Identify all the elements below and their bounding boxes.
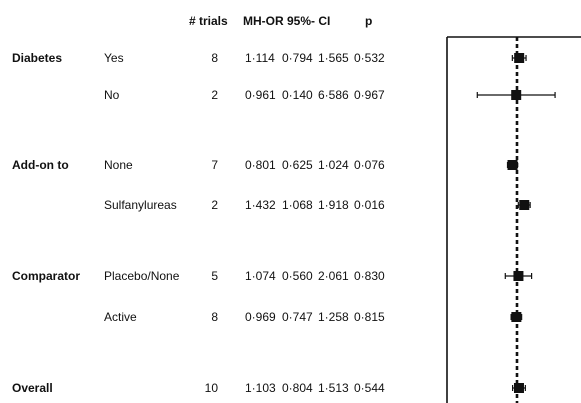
row-group-label: Diabetes bbox=[12, 51, 63, 65]
row-group-label: Overall bbox=[12, 381, 53, 395]
row-p: 0·967 bbox=[354, 88, 385, 102]
row-trials: 2 bbox=[211, 88, 218, 102]
row-ci-low: 0·747 bbox=[282, 310, 313, 324]
row-or: 1·103 bbox=[245, 381, 276, 395]
header-p: p bbox=[365, 14, 373, 28]
row-trials: 2 bbox=[211, 198, 218, 212]
row-p: 0·016 bbox=[354, 198, 385, 212]
row-trials: 8 bbox=[211, 51, 218, 65]
row-ci-high: 1·918 bbox=[318, 198, 349, 212]
header-mhor: MH-OR bbox=[243, 14, 284, 28]
row-trials: 8 bbox=[211, 310, 218, 324]
point-marker bbox=[519, 200, 530, 210]
row-trials: 7 bbox=[211, 158, 218, 172]
row-subgroup-label: Yes bbox=[104, 51, 124, 65]
row-or: 1·432 bbox=[245, 198, 276, 212]
row-group-label: Comparator bbox=[12, 269, 81, 283]
row-p: 0·532 bbox=[354, 51, 385, 65]
row-ci-low: 1·068 bbox=[282, 198, 313, 212]
row-ci-high: 6·586 bbox=[318, 88, 349, 102]
row-or: 1·074 bbox=[245, 269, 276, 283]
row-trials: 10 bbox=[204, 381, 218, 395]
row-ci-high: 1·024 bbox=[318, 158, 349, 172]
row-ci-high: 2·061 bbox=[318, 269, 349, 283]
row-or: 0·801 bbox=[245, 158, 276, 172]
row-ci-low: 0·625 bbox=[282, 158, 313, 172]
row-ci-high: 1·258 bbox=[318, 310, 349, 324]
row-ci-low: 0·140 bbox=[282, 88, 313, 102]
header-trials: # trials bbox=[189, 14, 228, 28]
row-subgroup-label: Sulfanylureas bbox=[104, 198, 177, 212]
point-marker bbox=[514, 53, 525, 63]
point-marker bbox=[513, 383, 524, 393]
row-p: 0·830 bbox=[354, 269, 385, 283]
row-subgroup-label: No bbox=[104, 88, 120, 102]
row-subgroup-label: Active bbox=[104, 310, 137, 324]
row-or: 0·961 bbox=[245, 88, 276, 102]
point-marker bbox=[511, 90, 522, 100]
row-trials: 5 bbox=[211, 269, 218, 283]
row-subgroup-label: Placebo/None bbox=[104, 269, 180, 283]
row-ci-low: 0·560 bbox=[282, 269, 313, 283]
row-p: 0·076 bbox=[354, 158, 385, 172]
row-or: 0·969 bbox=[245, 310, 276, 324]
row-p: 0·815 bbox=[354, 310, 385, 324]
row-ci-low: 0·794 bbox=[282, 51, 313, 65]
row-p: 0·544 bbox=[354, 381, 385, 395]
row-subgroup-label: None bbox=[104, 158, 133, 172]
point-marker bbox=[513, 271, 524, 281]
row-or: 1·114 bbox=[245, 51, 275, 65]
point-marker bbox=[507, 160, 518, 170]
row-group-label: Add-on to bbox=[12, 158, 69, 172]
header-ci: 95%- CI bbox=[287, 14, 331, 28]
row-ci-low: 0·804 bbox=[282, 381, 313, 395]
row-ci-high: 1·513 bbox=[318, 381, 349, 395]
point-marker bbox=[511, 312, 522, 322]
row-ci-high: 1·565 bbox=[318, 51, 349, 65]
